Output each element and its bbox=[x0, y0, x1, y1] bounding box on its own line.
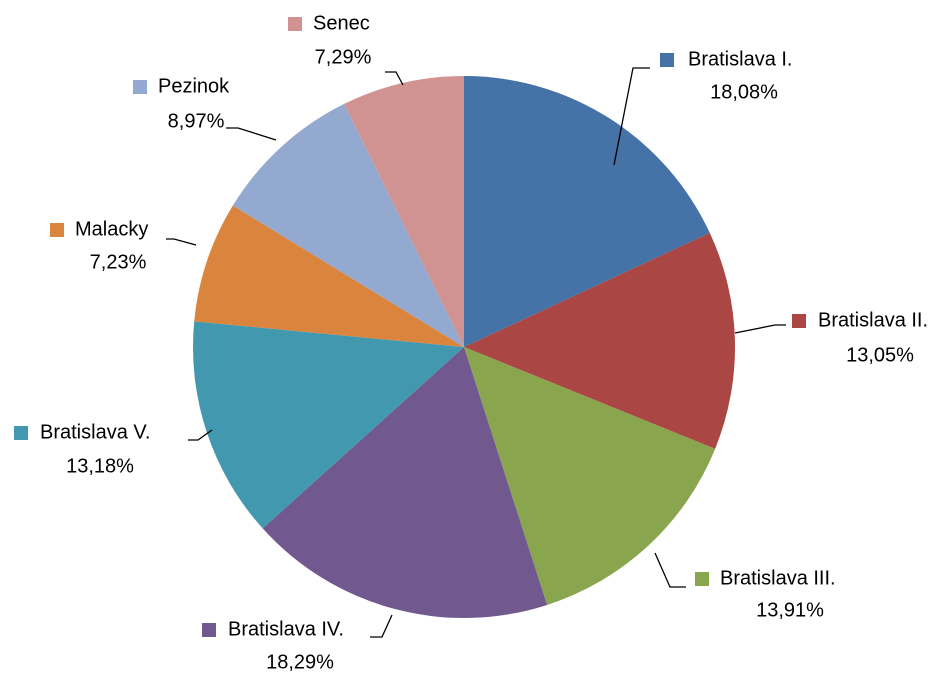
legend-swatch bbox=[660, 53, 674, 67]
pie-slice bbox=[464, 76, 710, 347]
pie-slice bbox=[344, 76, 464, 347]
legend-swatch bbox=[792, 314, 806, 328]
leader-line bbox=[734, 324, 786, 334]
leader-line bbox=[613, 67, 650, 166]
slice-value-label: 7,23% bbox=[90, 251, 147, 273]
slice-value-label: 13,05% bbox=[846, 344, 914, 366]
leader-line bbox=[226, 127, 277, 141]
pie-slice bbox=[232, 103, 464, 347]
slice-name: Malacky bbox=[75, 218, 148, 240]
legend-swatch bbox=[202, 623, 216, 637]
slice-value-label: 8,97% bbox=[168, 110, 225, 132]
leader-line bbox=[166, 238, 197, 246]
slice-name: Bratislava V. bbox=[40, 421, 150, 443]
pie-slice bbox=[464, 347, 716, 605]
slice-name: Bratislava III. bbox=[720, 567, 836, 589]
legend-swatch bbox=[695, 572, 709, 586]
leader-line bbox=[385, 71, 404, 86]
leader-line bbox=[654, 552, 686, 588]
legend-swatch bbox=[133, 80, 147, 94]
leader-line bbox=[370, 614, 393, 638]
pie-slice bbox=[193, 321, 464, 529]
pie-slice bbox=[194, 205, 464, 347]
legend-swatch bbox=[14, 426, 28, 440]
pie-slice bbox=[262, 347, 548, 618]
slice-value-label: 18,08% bbox=[710, 81, 778, 103]
slice-name: Bratislava I. bbox=[688, 48, 792, 70]
legend-swatch bbox=[50, 223, 64, 237]
legend-swatch bbox=[288, 17, 302, 31]
slice-name: Bratislava IV. bbox=[228, 618, 344, 640]
leader-line bbox=[188, 429, 213, 441]
slice-value-label: 7,29% bbox=[315, 46, 372, 68]
pie-slice bbox=[464, 232, 736, 449]
slice-value-label: 18,29% bbox=[266, 651, 334, 673]
slice-name: Senec bbox=[313, 12, 370, 34]
slice-value-label: 13,18% bbox=[66, 455, 134, 477]
slice-value-label: 13,91% bbox=[756, 599, 824, 621]
slice-name: Pezinok bbox=[158, 75, 230, 97]
slice-name: Bratislava II. bbox=[818, 309, 928, 331]
